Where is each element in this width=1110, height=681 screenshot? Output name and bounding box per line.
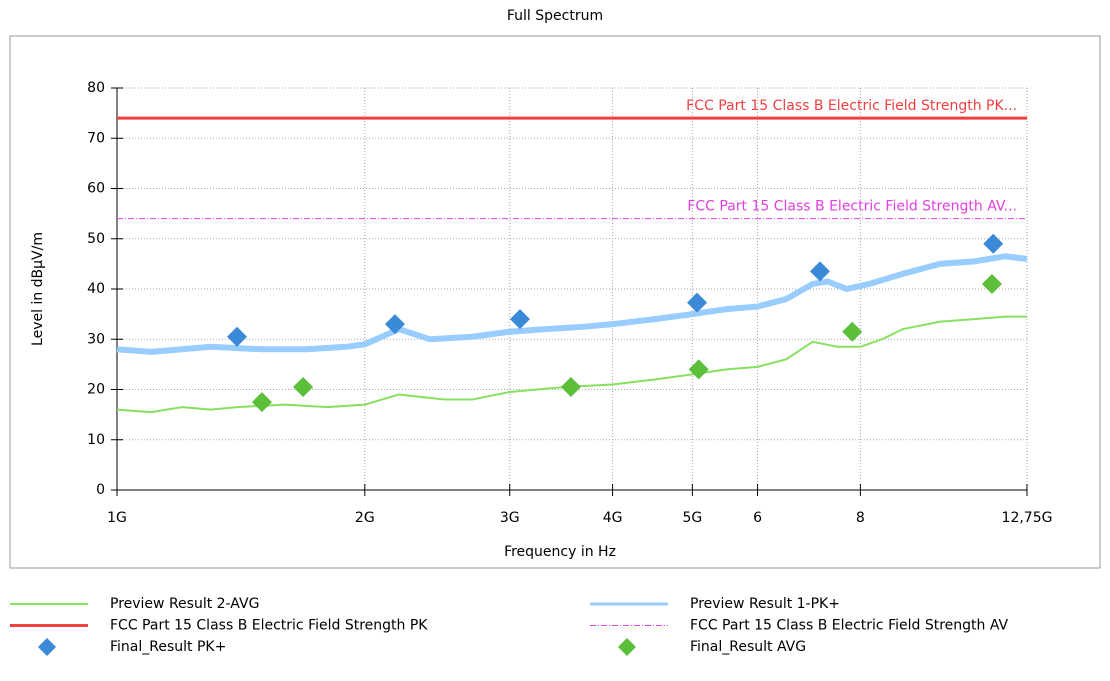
y-tick-label: 40 <box>87 281 105 297</box>
legend-label: Final_Result AVG <box>690 639 806 655</box>
y-tick-label: 60 <box>87 181 105 197</box>
legend-label: FCC Part 15 Class B Electric Field Stren… <box>110 618 428 634</box>
y-axis-label: Level in dBµV/m <box>30 232 46 346</box>
marker <box>227 326 248 347</box>
y-tick-label: 30 <box>87 331 105 347</box>
x-tick-label: 4G <box>603 510 623 526</box>
marker <box>251 392 272 413</box>
y-tick-label: 20 <box>87 382 105 398</box>
y-tick-label: 50 <box>87 231 105 247</box>
x-tick-label: 2G <box>355 510 375 526</box>
marker <box>981 273 1002 294</box>
y-tick-label: 80 <box>87 80 105 96</box>
marker <box>384 314 405 335</box>
legend-label: Final_Result PK+ <box>110 639 226 655</box>
legend-marker <box>38 638 56 656</box>
legend-label: FCC Part 15 Class B Electric Field Stren… <box>690 618 1009 634</box>
x-axis-label: Frequency in Hz <box>504 544 616 560</box>
limit-label: FCC Part 15 Class B Electric Field Stren… <box>687 199 1017 215</box>
marker <box>293 376 314 397</box>
marker <box>560 376 581 397</box>
x-tick-label: 8 <box>856 510 865 526</box>
limit-label: FCC Part 15 Class B Electric Field Stren… <box>686 98 1017 114</box>
legend-marker <box>618 638 636 656</box>
y-tick-label: 0 <box>96 482 105 498</box>
chart-title: Full Spectrum <box>507 8 603 24</box>
y-tick-label: 10 <box>87 432 105 448</box>
marker <box>688 359 709 380</box>
y-tick-label: 70 <box>87 130 105 146</box>
legend-label: Preview Result 1-PK+ <box>690 596 840 612</box>
x-tick-label: 12,75G <box>1002 510 1053 526</box>
legend-label: Preview Result 2-AVG <box>110 596 259 612</box>
marker <box>509 309 530 330</box>
series-line <box>116 253 1028 355</box>
marker <box>809 261 830 282</box>
x-tick-label: 6 <box>753 510 762 526</box>
x-tick-label: 1G <box>107 510 127 526</box>
marker <box>687 292 708 313</box>
chart-frame <box>9 35 1101 569</box>
series-line <box>116 315 1027 414</box>
x-tick-label: 3G <box>500 510 520 526</box>
marker <box>983 233 1004 254</box>
x-tick-label: 5G <box>682 510 702 526</box>
marker <box>842 321 863 342</box>
